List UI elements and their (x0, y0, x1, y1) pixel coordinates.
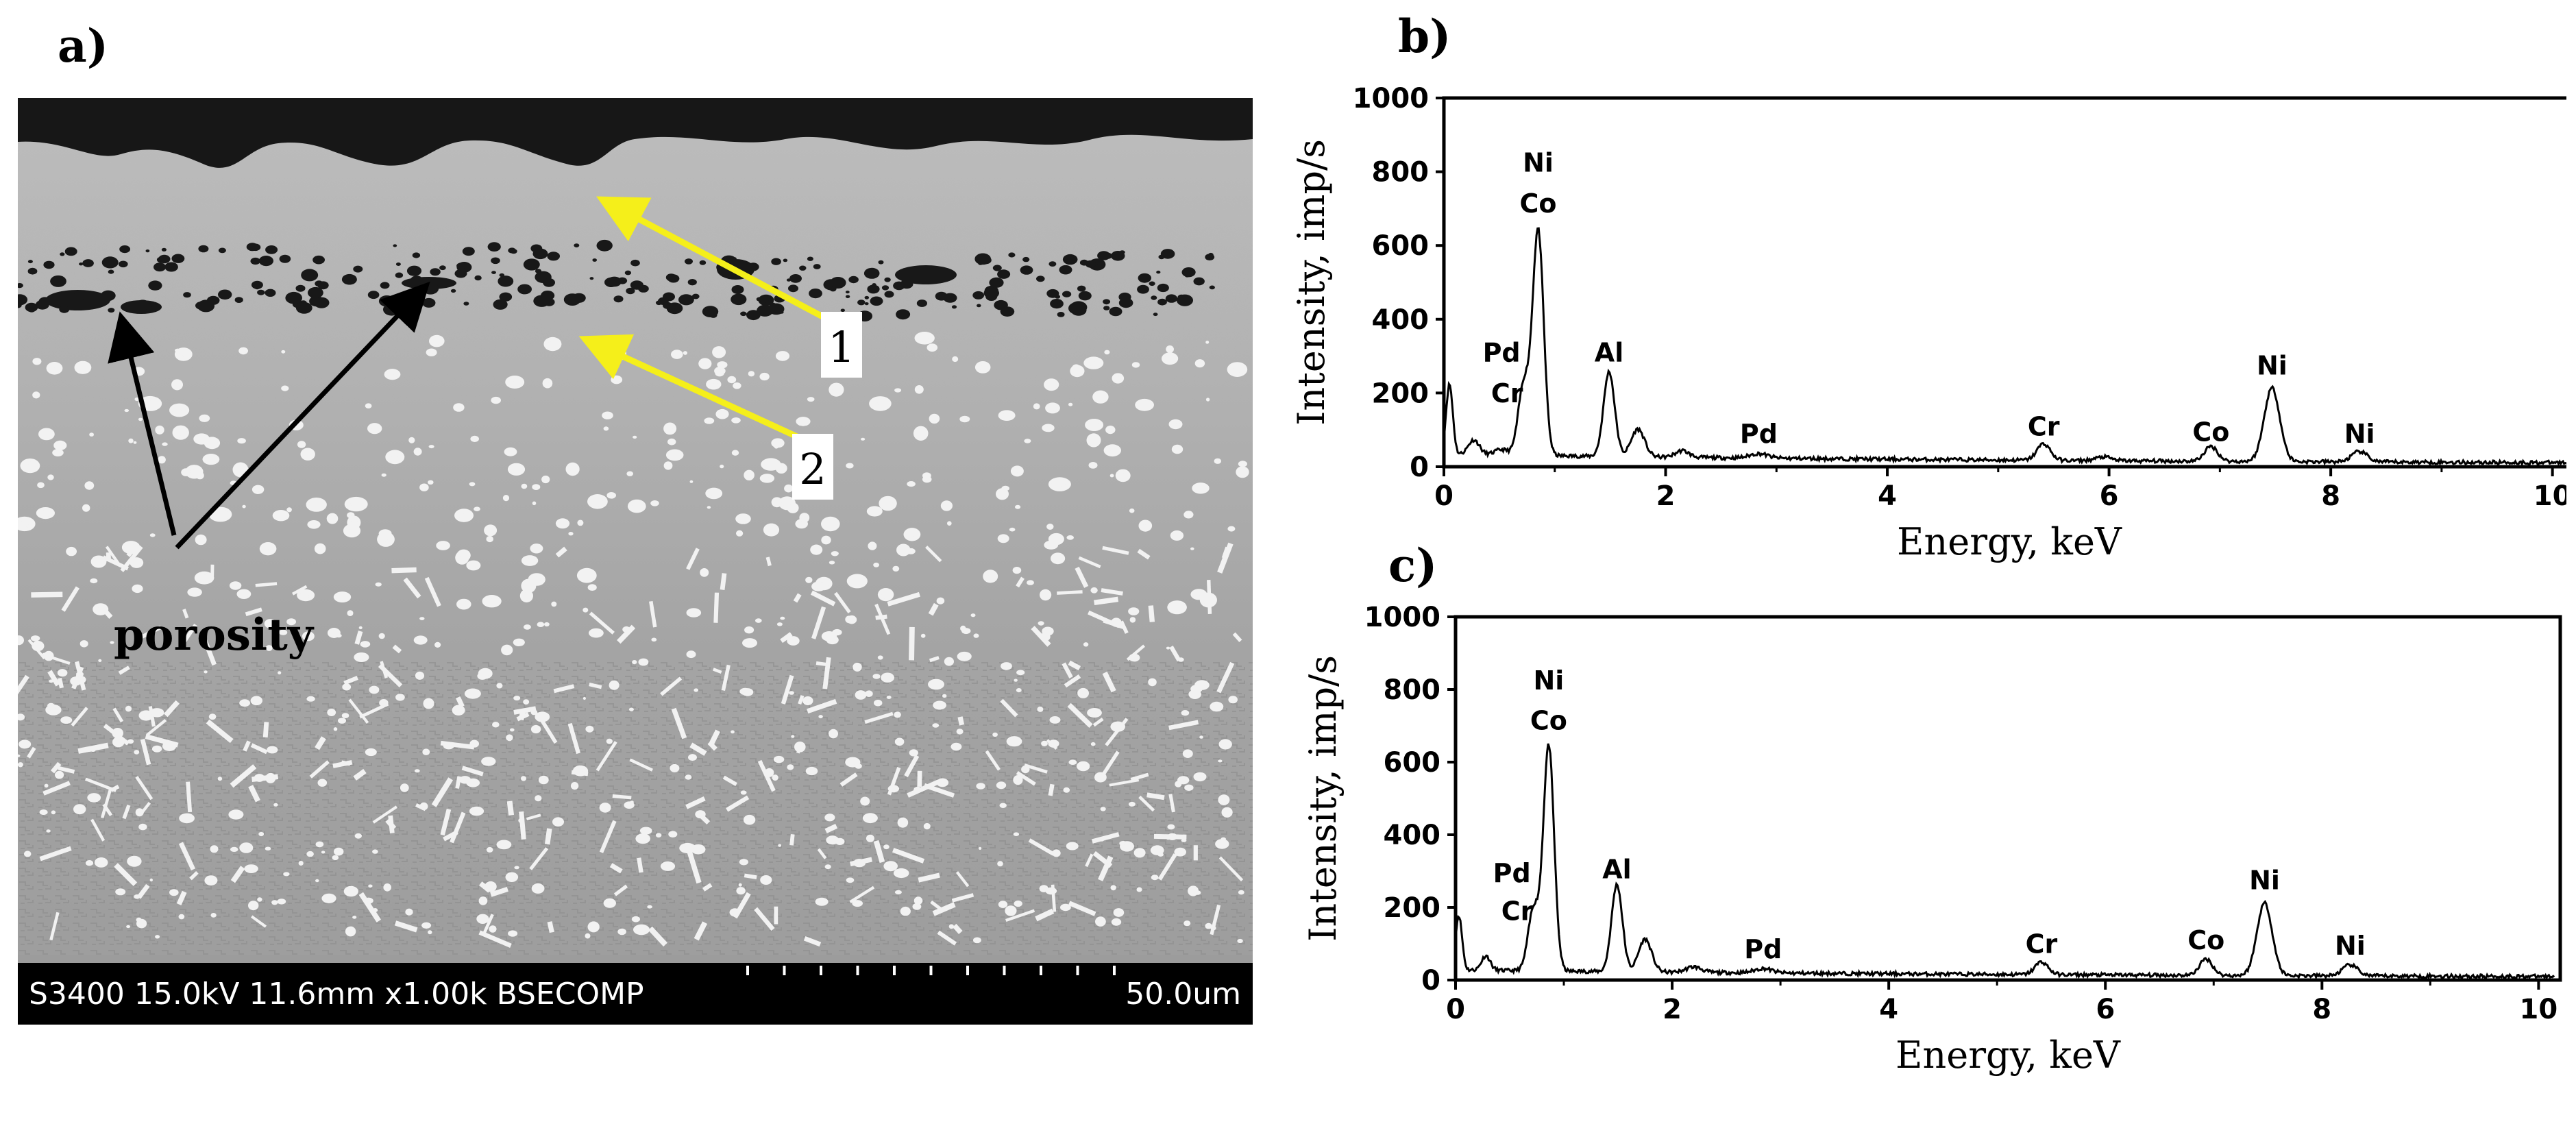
peak-label: Al (1595, 338, 1623, 368)
peak-label: Co (2192, 417, 2229, 447)
peak-label: Ni (2335, 931, 2366, 961)
y-tick-label: 600 (1372, 230, 1430, 262)
spectrum-c: 0 200 400 600 800 1000 0 2 4 6 8 10 Ni Co Pd Cr Al Pd Cr Co… (1264, 596, 2566, 1121)
marker-1-box (821, 312, 862, 378)
peak-label: Ni (2344, 419, 2375, 449)
y-tick-label: 800 (1384, 674, 1441, 706)
y-axis-title: Intensity, imp/s (1290, 139, 1333, 426)
x-tick-label: 2 (1663, 994, 1682, 1025)
peak-label: Co (2187, 925, 2224, 955)
spectrum-line (1455, 743, 2555, 981)
x-axis-title: Energy, keV (1897, 520, 2122, 563)
sem-resin-top (18, 98, 1253, 168)
y-tick-label: 200 (1384, 892, 1441, 924)
peak-label: Pd (1493, 858, 1531, 888)
y-tick-label: 800 (1372, 157, 1430, 188)
panel-a-label: a) (58, 19, 108, 73)
sem-eutectic-region (18, 660, 1253, 955)
y-tick-label: 200 (1372, 378, 1430, 409)
x-axis-title: Energy, keV (1896, 1034, 2121, 1077)
x-tick-label: 0 (1434, 480, 1453, 512)
peak-label: Pd (1740, 419, 1778, 449)
y-tick-label: 400 (1372, 304, 1430, 336)
marker-2: 2 (799, 444, 826, 494)
y-tick-label: 1000 (1364, 602, 1440, 633)
sem-info-bar (18, 963, 1253, 1025)
peak-label: Co (1520, 188, 1557, 219)
y-axis-title: Intensity, imp/s (1301, 655, 1345, 942)
x-tick-label: 6 (2096, 994, 2115, 1025)
y-tick-label: 600 (1384, 747, 1441, 779)
black-arrow-1 (108, 311, 177, 536)
panel-c-label: c) (1388, 539, 1438, 592)
peak-label: Co (1530, 705, 1567, 735)
peak-label: Cr (2026, 929, 2058, 959)
y-tick-label: 0 (1410, 452, 1429, 483)
x-tick-label: 8 (2321, 480, 2340, 512)
peak-label: Ni (1523, 148, 1554, 178)
x-tick-label: 6 (2100, 480, 2119, 512)
black-arrow-2 (175, 281, 430, 550)
sem-info-text: S3400 15.0kV 11.6mm x1.00k BSECOMP (29, 977, 644, 1012)
marker-2-box (792, 434, 833, 500)
precipitates (10, 332, 1249, 948)
x-tick-label: 0 (1446, 994, 1465, 1025)
yellow-arrow-2 (578, 334, 807, 444)
x-tick-label: 4 (1878, 480, 1897, 512)
panel-b-label: b) (1398, 10, 1451, 63)
peak-label: Ni (2249, 866, 2280, 896)
yellow-arrow-1 (596, 196, 829, 321)
peak-label: Al (1602, 855, 1631, 885)
peak-label: Cr (1491, 378, 1523, 408)
scale-bar-ticks (746, 966, 1116, 975)
scale-bar-label: 50.0um (1125, 977, 1241, 1012)
plot-frame (1453, 615, 2562, 982)
peak-label: Pd (1744, 934, 1782, 964)
peak-label: Cr (1501, 896, 1534, 927)
x-tick-label: 4 (1879, 994, 1898, 1025)
marker-1: 1 (828, 322, 855, 372)
x-tick-label: 8 (2312, 994, 2331, 1025)
peak-label: Cr (2028, 411, 2060, 441)
spectrum-b: 0 200 400 600 800 1000 0 2 4 6 8 10 Ni Co Pd Cr Al Pd Cr Co… (1264, 82, 2576, 579)
y-tick-label: 1000 (1353, 83, 1429, 114)
peak-label: Ni (2257, 351, 2287, 381)
sem-micrograph: 1 2 porosity S3400 15.0kV 11.6mm x1.00k … (10, 98, 1253, 1025)
spectrum-line (1443, 227, 2570, 467)
y-tick-label: 400 (1384, 820, 1441, 851)
peak-label: Ni (1533, 665, 1564, 696)
x-tick-label: 2 (1656, 480, 1676, 512)
porosity-label: porosity (114, 609, 315, 661)
x-tick-label: 10 (2534, 480, 2566, 512)
plot-frame (1442, 96, 2576, 469)
y-tick-label: 0 (1421, 965, 1440, 997)
peak-label: Pd (1483, 338, 1521, 368)
x-tick-label: 10 (2520, 994, 2558, 1025)
